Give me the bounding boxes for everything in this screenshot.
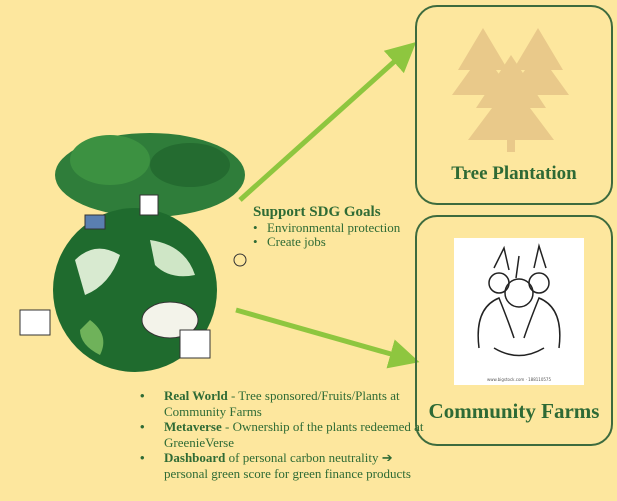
farm-drawing [454,238,584,373]
community-farms-box: www.bigstock.com · 188110575 Community F… [415,215,613,446]
feature-term: Metaverse [164,419,222,434]
farm-image: www.bigstock.com · 188110575 [454,238,584,385]
feature-item: Dashboard of personal carbon neutrality … [140,450,430,481]
box-label: Tree Plantation [417,163,611,185]
feature-term: Real World [164,388,228,403]
features: Real World - Tree sponsored/Fruits/Plant… [140,388,430,481]
sdg-list: Environmental protection Create jobs [253,221,428,249]
feature-item: Metaverse - Ownership of the plants rede… [140,419,430,450]
sdg-item: Create jobs [253,235,428,249]
image-caption: www.bigstock.com · 188110575 [454,377,584,382]
box-label: Community Farms [417,399,611,424]
feature-term: Dashboard [164,450,225,465]
sdg-item: Environmental protection [253,221,428,235]
feature-item: Real World - Tree sponsored/Fruits/Plant… [140,388,430,419]
arrow [240,52,405,200]
feature-list: Real World - Tree sponsored/Fruits/Plant… [140,388,430,481]
sdg-title: Support SDG Goals [253,204,428,221]
tree-plantation-box: Tree Plantation [415,5,613,205]
arrow [236,310,405,358]
earth-illustration [20,133,246,372]
sdg-goals: Support SDG Goals Environmental protecti… [253,204,428,249]
page: {"sdg": {"title": "Support SDG Goals", "… [0,0,617,501]
